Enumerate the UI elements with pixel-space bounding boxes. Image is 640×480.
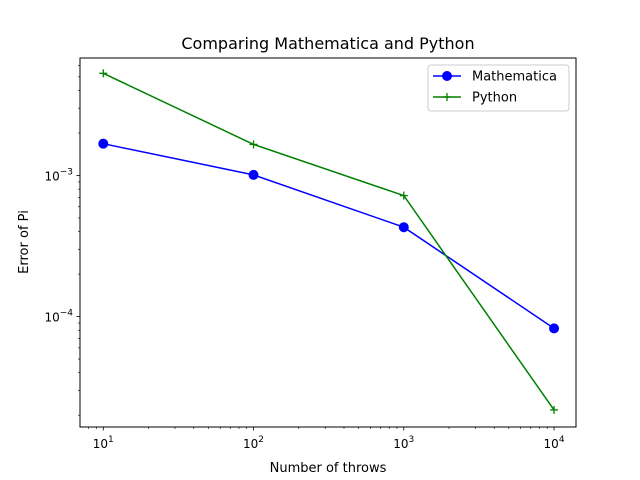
x-tick-label-exponent: 4 bbox=[559, 435, 565, 445]
data-point-mathematica bbox=[248, 169, 259, 180]
legend-entries: Mathematica Python bbox=[433, 70, 557, 106]
x-tick-label-base: 10 bbox=[93, 437, 108, 451]
x-ticks: 101 102 103 104 bbox=[88, 427, 565, 451]
data-point-python bbox=[99, 69, 108, 78]
y-tick-label: 10−4 bbox=[44, 309, 73, 325]
x-tick-label: 104 bbox=[544, 435, 565, 451]
x-axis-label: Number of throws bbox=[270, 461, 387, 476]
legend-marker-python bbox=[443, 93, 451, 101]
y-axis-label: Error of Pi bbox=[17, 210, 32, 274]
series-line-python bbox=[102, 72, 555, 411]
legend-box bbox=[427, 64, 570, 112]
legend-marker-mathematica bbox=[442, 71, 452, 81]
data-point-mathematica bbox=[549, 323, 560, 334]
plot-frame bbox=[79, 57, 577, 428]
y-tick-label-exponent: −3 bbox=[60, 167, 73, 177]
y-tick-label-base: 10 bbox=[44, 311, 59, 325]
data-point-python bbox=[399, 191, 408, 200]
y-ticks: 10−310−4 bbox=[44, 65, 80, 416]
x-tick-label: 102 bbox=[243, 435, 264, 451]
legend-label-mathematica: Mathematica bbox=[472, 70, 557, 85]
x-tick-label: 101 bbox=[93, 435, 114, 451]
data-point-python bbox=[249, 140, 258, 149]
legend: Mathematica Python bbox=[427, 64, 570, 112]
x-tick-label-exponent: 2 bbox=[258, 435, 264, 445]
data-point-python bbox=[550, 405, 559, 414]
legend-label-python: Python bbox=[472, 91, 517, 106]
series-line-mathematica bbox=[103, 142, 555, 330]
data-point-mathematica bbox=[398, 222, 409, 233]
data-point-mathematica bbox=[98, 138, 109, 149]
x-tick-label-base: 10 bbox=[393, 437, 408, 451]
y-tick-label-exponent: −4 bbox=[60, 309, 74, 319]
chart-title: Comparing Mathematica and Python bbox=[181, 34, 474, 53]
x-tick-label-exponent: 1 bbox=[108, 435, 114, 445]
x-tick-label: 103 bbox=[393, 435, 414, 451]
y-tick-label: 10−3 bbox=[44, 167, 73, 183]
x-tick-label-base: 10 bbox=[544, 437, 559, 451]
x-tick-label-exponent: 3 bbox=[409, 435, 415, 445]
x-tick-label-base: 10 bbox=[243, 437, 258, 451]
y-tick-label-base: 10 bbox=[44, 169, 59, 183]
series-layer bbox=[98, 69, 560, 414]
